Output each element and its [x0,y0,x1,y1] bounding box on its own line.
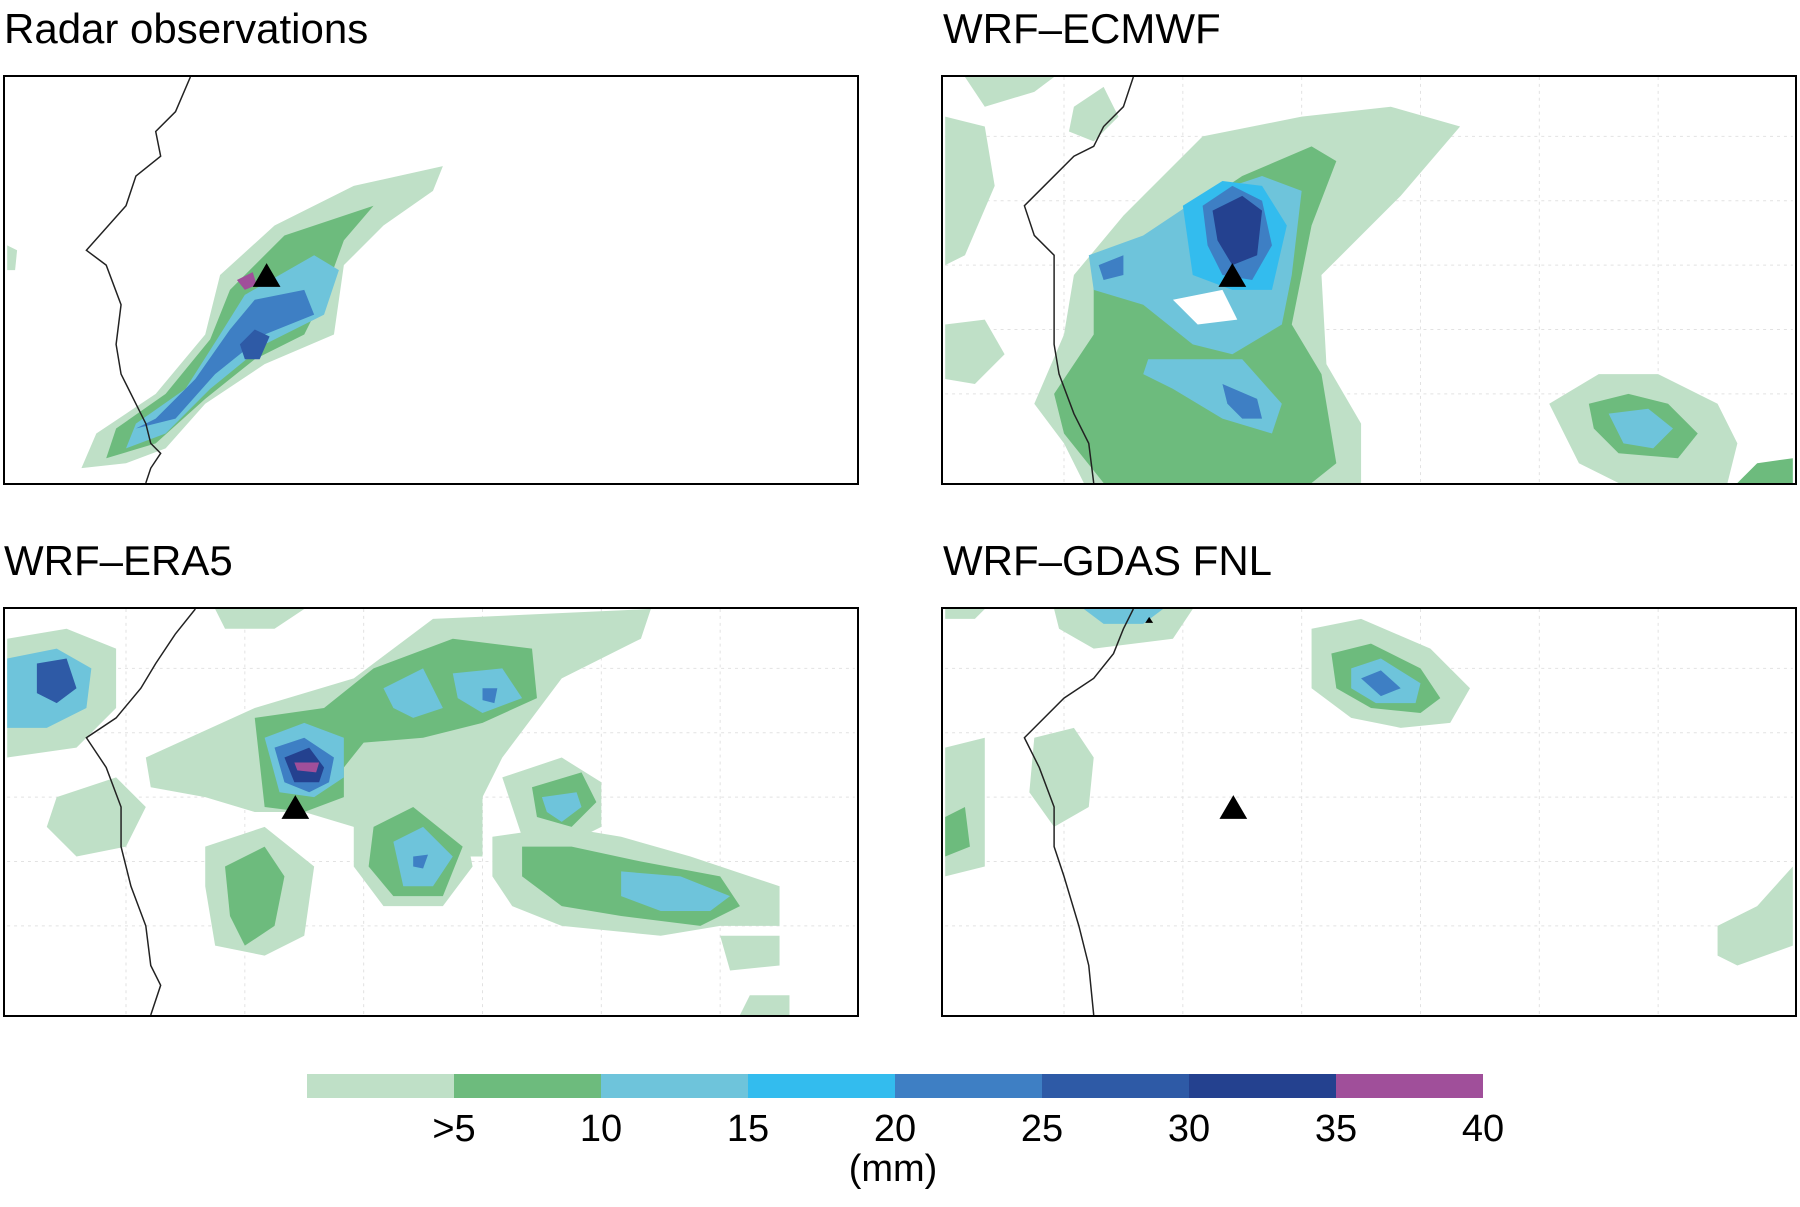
colorbar-swatch [1189,1074,1336,1098]
colorbar-units: (mm) [848,1148,938,1190]
era5-map [7,609,855,1015]
gdas-map [945,609,1793,1015]
colorbar-tick: 15 [726,1108,770,1150]
colorbar-tick: 40 [1461,1108,1505,1150]
colorbar-tick: 20 [873,1108,917,1150]
panel-title-radar: Radar observations [4,5,369,52]
precip-field [945,609,1793,966]
colorbar-tick: 35 [1314,1108,1358,1150]
precip-field [945,77,1793,483]
border-line [85,77,192,483]
map-panel-radar [3,75,859,485]
triangle-marker [252,263,281,287]
triangle-marker [281,795,310,819]
triangle-marker-small [1145,616,1154,623]
panel-title-ecmwf: WRF–ECMWF [943,5,1221,52]
ecmwf-map [945,77,1793,483]
border-line [1023,77,1135,483]
colorbar-swatch [601,1074,748,1098]
map-panel-ecmwf [941,75,1797,485]
border-line [85,609,196,1015]
colorbar-swatch [1042,1074,1189,1098]
panel-title-era5: WRF–ERA5 [4,537,233,584]
colorbar-tick: >5 [432,1108,476,1150]
colorbar-swatch [748,1074,895,1098]
border-line [1023,609,1134,1015]
colorbar-swatch [1336,1074,1483,1098]
colorbar-swatch [895,1074,1042,1098]
triangle-marker [1218,263,1247,287]
precip-field [7,166,443,469]
triangle-marker [1219,795,1248,819]
panel-title-gdas: WRF–GDAS FNL [943,537,1273,584]
colorbar-tick: 30 [1167,1108,1211,1150]
colorbar [307,1074,1483,1098]
colorbar-swatch [307,1074,454,1098]
map-panel-era5 [3,607,859,1017]
precip-field [7,609,790,1015]
colorbar-tick: 10 [579,1108,623,1150]
map-panel-gdas [941,607,1797,1017]
colorbar-tick: 25 [1020,1108,1064,1150]
colorbar-swatch [454,1074,601,1098]
radar-map [7,77,443,483]
